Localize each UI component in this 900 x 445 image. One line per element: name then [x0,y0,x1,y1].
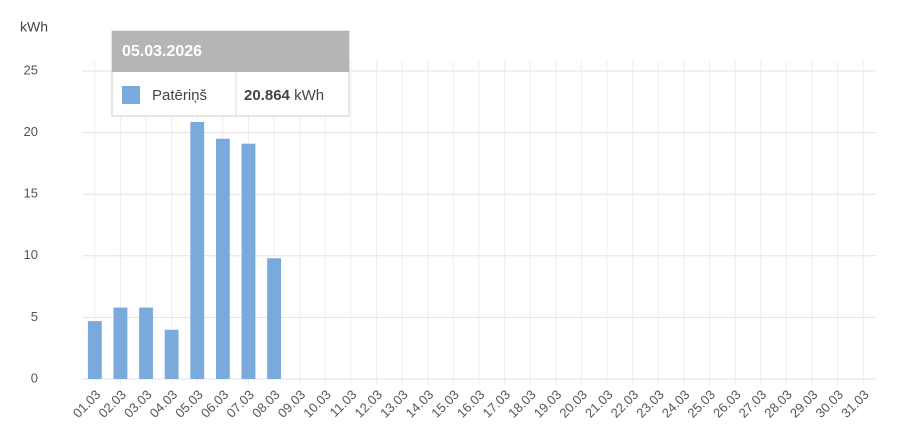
bar [190,121,205,380]
x-tick-label: 10.03 [300,387,334,421]
tooltip-title: 05.03.2026 [122,43,202,60]
x-tick-label: 22.03 [608,387,642,421]
x-tick-label: 21.03 [582,387,616,421]
bar [215,138,230,379]
x-tick-label: 26.03 [710,387,744,421]
y-tick-label: 20 [24,124,38,139]
x-tick-label: 16.03 [454,387,488,421]
x-tick-label: 24.03 [659,387,693,421]
x-tick-label: 08.03 [249,387,283,421]
x-tick-label: 03.03 [121,387,155,421]
x-tick-label: 06.03 [198,387,232,421]
x-tick-label: 09.03 [275,387,309,421]
tooltip-swatch [122,86,140,104]
bar [164,329,179,379]
x-tick-label: 30.03 [813,387,847,421]
x-tick-label: 18.03 [505,387,539,421]
tooltip-series: Patēriņš [152,87,207,104]
y-tick-label: 0 [31,370,38,385]
tooltip-unit: kWh [294,87,324,104]
x-tick-label: 27.03 [736,387,770,421]
x-tick-label: 13.03 [377,387,411,421]
x-tick-label: 28.03 [761,387,795,421]
tooltip: 05.03.2026 Patēriņš 20.864 kWh [111,30,350,117]
tooltip-header [112,31,349,72]
x-tick-label: 25.03 [684,387,718,421]
bar [139,307,153,379]
y-axis-label: kWh [20,19,48,35]
bar [87,321,102,379]
x-tick-label: 17.03 [480,387,514,421]
x-tick-label: 14.03 [403,387,437,421]
y-tick-label: 10 [24,247,38,262]
bar [113,307,128,379]
bar [267,258,282,379]
y-tick-label: 15 [24,186,38,201]
x-tick-label: 12.03 [351,387,385,421]
x-tick-label: 19.03 [531,387,565,421]
x-tick-label: 01.03 [70,387,104,421]
x-tick-label: 23.03 [633,387,667,421]
tooltip-value-line: 20.864 kWh [244,87,324,104]
tooltip-value: 20.864 [244,87,291,104]
x-tick-label: 31.03 [838,387,872,421]
x-tick-label: 07.03 [223,387,257,421]
x-tick-label: 02.03 [95,387,129,421]
x-tick-label: 20.03 [556,387,590,421]
y-tick-label: 5 [31,309,38,324]
x-tick-label: 11.03 [327,387,360,420]
x-tick-label: 04.03 [147,387,181,421]
y-tick-label: 25 [24,62,38,77]
x-tick-label: 05.03 [172,387,206,421]
x-tick-label: 29.03 [787,387,821,421]
bar [241,143,256,379]
x-tick-label: 15.03 [428,387,462,421]
